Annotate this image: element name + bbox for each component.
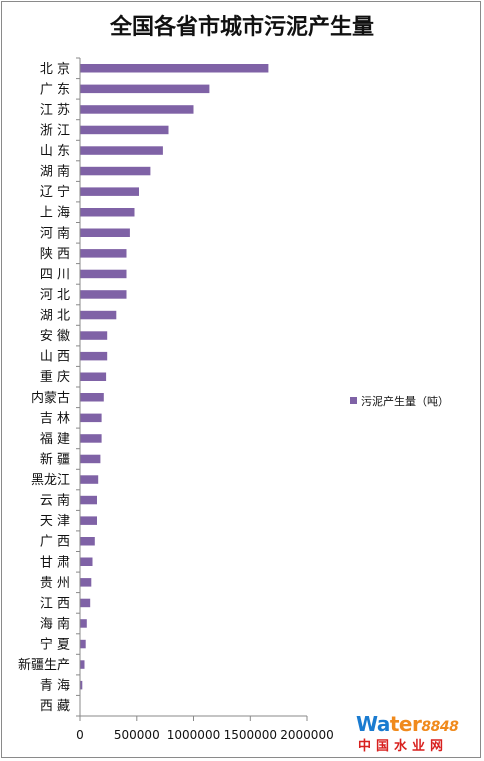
category-label-29: 新疆生产 [18, 657, 70, 673]
bar-1 [80, 84, 210, 94]
category-label-16: 内蒙古 [31, 390, 70, 406]
category-label-15: 重 庆 [40, 369, 70, 385]
bar-26 [80, 598, 91, 608]
bar-14 [80, 351, 108, 361]
bar-11 [80, 290, 127, 299]
category-label-20: 黑龙江 [31, 473, 70, 488]
category-label-27: 海 南 [40, 616, 70, 632]
category-labels: 北 京广 东江 苏浙 江山 东湖 南辽 宁上 海河 南陕 西四 川河 北湖 北安… [18, 62, 70, 714]
x-tick-label-2: 1000000 [167, 728, 220, 742]
category-label-18: 福 建 [40, 432, 70, 447]
category-label-0: 北 京 [40, 62, 70, 77]
bar-0 [80, 64, 269, 73]
category-label-26: 江 西 [40, 596, 70, 611]
bar-13 [80, 331, 108, 340]
bar-18 [80, 434, 102, 443]
legend-swatch [350, 397, 357, 404]
category-label-22: 天 津 [40, 514, 70, 529]
category-label-25: 贵 州 [40, 576, 70, 591]
category-label-12: 湖 北 [40, 309, 70, 324]
bar-16 [80, 393, 104, 402]
chart-title: 全国各省市城市污泥产生量 [109, 14, 374, 40]
bars-group [80, 64, 269, 690]
category-label-10: 四 川 [40, 267, 70, 282]
category-label-9: 陕 西 [40, 247, 70, 262]
category-label-3: 浙 江 [40, 124, 70, 139]
bar-24 [80, 557, 93, 566]
category-label-23: 广 西 [40, 535, 70, 550]
category-label-28: 宁 夏 [40, 637, 70, 653]
x-tick-label-4: 2000000 [280, 728, 333, 742]
category-label-8: 河 南 [40, 225, 70, 241]
bar-3 [80, 125, 169, 135]
category-label-24: 甘 肃 [40, 555, 70, 570]
axes: 0 500000 1000000 1500000 2000000 [76, 57, 334, 742]
bar-29 [80, 660, 85, 669]
bar-19 [80, 454, 101, 464]
legend-label: 污泥产生量（吨） [361, 394, 449, 408]
bar-21 [80, 495, 97, 505]
category-label-31: 西 藏 [40, 699, 70, 714]
bar-15 [80, 372, 107, 381]
category-label-6: 辽 宁 [40, 184, 70, 200]
bar-28 [80, 639, 86, 649]
watermark-cn: 中国水业网 [358, 739, 449, 754]
bar-30 [80, 680, 83, 690]
bar-22 [80, 516, 97, 525]
category-label-1: 广 东 [40, 82, 70, 97]
bar-25 [80, 578, 92, 587]
bar-7 [80, 208, 135, 217]
bar-2 [80, 105, 194, 114]
bar-10 [80, 269, 127, 279]
category-label-19: 新 疆 [40, 452, 70, 468]
category-label-17: 吉 林 [40, 411, 70, 426]
bar-12 [80, 310, 117, 320]
category-label-11: 河 北 [40, 288, 70, 303]
bar-17 [80, 413, 102, 423]
x-tick-label-3: 1500000 [224, 728, 277, 742]
bar-4 [80, 146, 163, 155]
bar-20 [80, 475, 99, 484]
category-label-5: 湖 南 [40, 164, 70, 180]
category-label-2: 江 苏 [40, 102, 70, 118]
watermark-logo: Water8848 中国水业网 [356, 712, 478, 756]
category-label-13: 安 徽 [40, 329, 70, 344]
bar-23 [80, 537, 95, 546]
bar-8 [80, 228, 130, 237]
bar-6 [80, 187, 139, 196]
legend: 污泥产生量（吨） [350, 394, 449, 408]
category-label-14: 山 西 [40, 350, 70, 365]
category-label-4: 山 东 [40, 144, 70, 159]
x-tick-label-0: 0 [76, 728, 84, 742]
bar-27 [80, 619, 87, 628]
bar-9 [80, 249, 127, 258]
category-label-7: 上 海 [40, 206, 70, 221]
bar-5 [80, 166, 151, 176]
category-label-30: 青 海 [40, 679, 70, 694]
watermark-brand: Water8848 [356, 712, 459, 736]
x-tick-label-1: 500000 [114, 728, 160, 742]
category-label-21: 云 南 [40, 493, 70, 509]
